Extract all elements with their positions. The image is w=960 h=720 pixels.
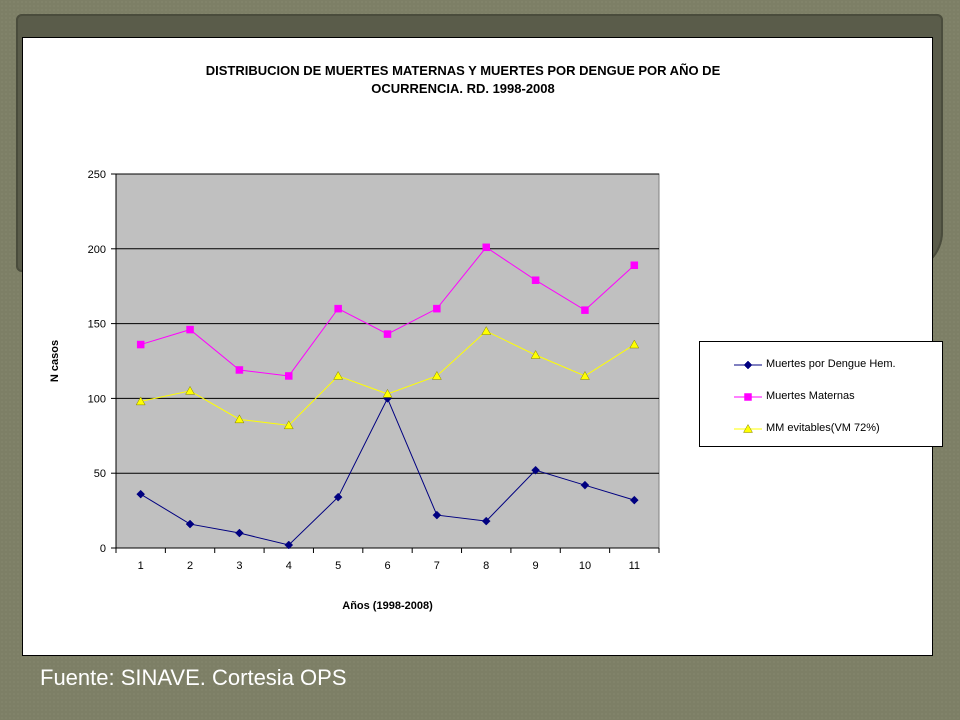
data-point (530, 350, 541, 359)
x-tick-label: 8 (483, 560, 489, 572)
legend-swatch-marker (744, 393, 752, 401)
x-tick-label: 2 (187, 560, 193, 572)
data-point (580, 480, 590, 490)
data-point (235, 366, 244, 374)
data-point (482, 243, 490, 252)
data-point (285, 372, 293, 380)
data-point (383, 330, 392, 338)
source-caption: Fuente: SINAVE. Cortesia OPS (40, 665, 347, 690)
chart-panel: DISTRIBUCION DE MUERTES MATERNAS Y MUERT… (22, 37, 943, 656)
data-point (235, 528, 244, 538)
data-point (629, 339, 640, 349)
series-diamond (136, 394, 639, 550)
data-point (382, 388, 393, 398)
chart-title-line-1: DISTRIBUCION DE MUERTES MATERNAS Y MUERT… (205, 63, 721, 78)
data-point (581, 306, 589, 314)
x-tick-label: 9 (533, 560, 539, 572)
data-point (136, 340, 145, 349)
x-tick-label: 1 (138, 560, 144, 572)
y-tick-label: 250 (88, 169, 106, 181)
y-tick-label: 150 (88, 319, 106, 331)
x-tick-label: 11 (629, 560, 640, 572)
legend-label: Muertes por Dengue Hem. (766, 358, 896, 370)
data-point (433, 304, 441, 313)
x-tick-label: 6 (384, 560, 390, 572)
data-point (136, 489, 146, 499)
data-point (630, 261, 639, 270)
y-tick-label: 0 (100, 543, 106, 555)
series-triangle (135, 326, 640, 430)
legend-label: MM evitables(VM 72%) (766, 422, 880, 434)
chart-title: DISTRIBUCION DE MUERTES MATERNAS Y MUERT… (113, 62, 813, 98)
data-point (531, 465, 540, 475)
legend-item: Muertes Maternas (700, 388, 942, 406)
data-point (481, 516, 491, 526)
data-point (333, 492, 343, 502)
legend-swatch (734, 360, 762, 370)
data-point (580, 370, 590, 380)
data-point (481, 326, 492, 335)
x-tick-label: 3 (236, 560, 242, 572)
data-point (432, 510, 442, 520)
legend-swatch-marker (743, 423, 753, 433)
series-square (136, 243, 639, 380)
chart-title-line-2: OCURRENCIA. RD. 1998-2008 (371, 81, 555, 96)
data-point (629, 495, 639, 505)
x-tick-label: 10 (579, 560, 591, 572)
legend-label: Muertes Maternas (766, 390, 855, 402)
plot-area (115, 173, 660, 549)
data-point (234, 414, 245, 424)
y-tick-label: 50 (94, 468, 106, 480)
data-point (186, 325, 194, 334)
legend-swatch (734, 423, 762, 433)
data-point (135, 396, 146, 406)
legend-swatch-marker (743, 360, 753, 370)
data-point (185, 519, 195, 529)
legend-swatch (734, 393, 762, 401)
y-tick-label: 100 (88, 393, 106, 405)
data-point (284, 540, 294, 550)
legend-item: MM evitables(VM 72%) (700, 420, 942, 438)
data-point (431, 370, 442, 380)
y-tick-label: 200 (88, 244, 106, 256)
y-axis-label: N casos (49, 340, 61, 382)
x-tick-label: 4 (286, 560, 292, 572)
chart-legend: Muertes por Dengue Hem. Muertes Maternas M… (699, 341, 943, 447)
data-point (185, 385, 195, 395)
line-chart: 0 50 100 150 200 250 1 2 3 4 5 6 7 8 9 10 11 Años (1998-2… (49, 169, 660, 612)
data-point (333, 370, 344, 380)
data-point (531, 276, 540, 284)
data-point (283, 420, 294, 430)
data-point (334, 304, 342, 313)
legend-item: Muertes por Dengue Hem. (700, 356, 942, 374)
x-tick-label: 7 (434, 560, 440, 572)
x-tick-label: 5 (335, 560, 341, 572)
x-axis-label: Años (1998-2008) (342, 600, 433, 612)
